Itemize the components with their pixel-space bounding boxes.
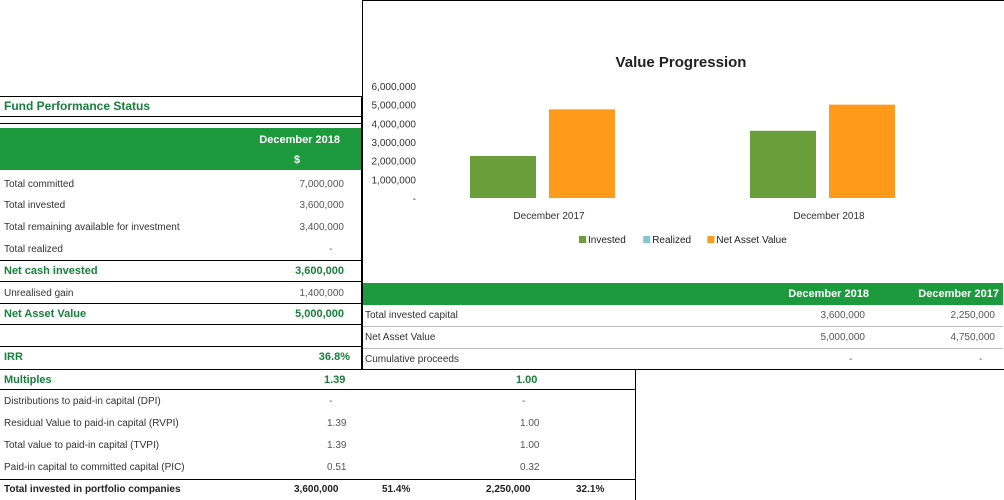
y-tick-label: 1,000,000 xyxy=(372,175,417,186)
x-axis: December 2017 December 2018 xyxy=(513,211,865,222)
rvpi-label: Residual Value to paid-in capital (RVPI) xyxy=(4,418,179,429)
y-tick-label: 6,000,000 xyxy=(372,82,417,93)
row-value-total-committed: 7,000,000 xyxy=(299,179,345,190)
y-tick-label: 5,000,000 xyxy=(372,101,417,112)
capital-row-divider-2 xyxy=(363,348,1003,349)
header-top-border xyxy=(0,123,362,124)
y-tick-label: - xyxy=(413,194,416,205)
legend-swatch xyxy=(707,236,715,243)
nav-label: Net Asset Value xyxy=(4,308,87,320)
pic-label: Paid-in capital to committed capital (PI… xyxy=(4,462,185,473)
pic-v1: 0.51 xyxy=(327,462,347,473)
multiples-header-border xyxy=(0,389,636,390)
legend: Invested Realized Net Asset Value xyxy=(579,235,787,246)
tvpi-label: Total value to paid-in capital (TVPI) xyxy=(4,440,160,451)
multiples-col2: 1.00 xyxy=(516,374,538,386)
footer-label: Total invested in portfolio companies xyxy=(4,484,181,495)
footer-top-border xyxy=(0,479,636,480)
bar-net-asset-value xyxy=(549,109,615,198)
bar-net-asset-value xyxy=(829,104,895,198)
y-tick-label: 2,000,000 xyxy=(372,157,417,168)
bar-invested xyxy=(470,156,536,198)
fund-performance-table: Fund Performance Status December 2018 $ … xyxy=(0,96,362,370)
multiples-col1: 1.39 xyxy=(324,374,346,386)
multiples-table: Multiples 1.39 1.00 Distributions to pai… xyxy=(0,369,636,500)
net-cash-value: 3,600,000 xyxy=(295,265,344,277)
title-bottom-border xyxy=(0,116,362,117)
row-value-total-realized: - xyxy=(329,244,333,255)
nav-bottom-border xyxy=(0,324,362,325)
title-top-border xyxy=(0,96,362,97)
x-tick-label: December 2018 xyxy=(793,211,865,222)
irr-value: 36.8% xyxy=(318,351,350,363)
footer-p1: 51.4% xyxy=(382,484,411,495)
multiples-top-border xyxy=(0,369,636,370)
table-title: Fund Performance Status xyxy=(4,99,151,113)
x-tick-label: December 2017 xyxy=(513,211,585,222)
capital-row-nav-v1: 5,000,000 xyxy=(820,332,866,343)
footer-v2: 2,250,000 xyxy=(486,484,531,495)
row-label-total-committed: Total committed xyxy=(4,179,75,190)
capital-row-proceeds-v1: - xyxy=(849,354,853,365)
left-table-right-border xyxy=(361,96,362,370)
net-cash-top-border xyxy=(0,260,362,261)
legend-label: Realized xyxy=(652,235,691,246)
capital-row-nav-label: Net Asset Value xyxy=(365,332,436,343)
dpi-v1: - xyxy=(329,396,333,407)
capital-row-invested-v1: 3,600,000 xyxy=(820,310,866,321)
capital-row-invested-v2: 2,250,000 xyxy=(950,310,996,321)
y-axis: - 1,000,000 2,000,000 3,000,000 4,000,000 5,0… xyxy=(372,82,417,205)
legend-label: Net Asset Value xyxy=(716,235,787,246)
nav-value: 5,000,000 xyxy=(295,308,344,320)
row-value-total-remaining: 3,400,000 xyxy=(299,222,345,233)
capital-header-2017: December 2017 xyxy=(918,288,999,300)
capital-row-invested-label: Total invested capital xyxy=(365,310,458,321)
dpi-label: Distributions to paid-in capital (DPI) xyxy=(4,396,161,407)
bar-invested xyxy=(750,130,816,198)
y-tick-label: 4,000,000 xyxy=(372,119,417,130)
legend-swatch xyxy=(579,236,586,243)
net-cash-label: Net cash invested xyxy=(4,265,98,277)
nav-top-border xyxy=(0,303,362,304)
legend-swatch xyxy=(643,236,651,243)
irr-label: IRR xyxy=(4,351,23,363)
header-currency: $ xyxy=(294,154,301,166)
rvpi-v2: 1.00 xyxy=(520,418,540,429)
row-label-total-invested: Total invested xyxy=(4,200,66,211)
dpi-v2: - xyxy=(522,396,526,407)
unrealised-gain-label: Unrealised gain xyxy=(4,288,74,299)
capital-row-divider-1 xyxy=(363,326,1003,327)
irr-top-border xyxy=(0,346,362,347)
rvpi-v1: 1.39 xyxy=(327,418,347,429)
capital-row-proceeds-label: Cumulative proceeds xyxy=(365,354,459,365)
capital-row-nav-v2: 4,750,000 xyxy=(950,332,996,343)
capital-row-proceeds-v2: - xyxy=(979,354,983,365)
footer-v1: 3,600,000 xyxy=(294,484,339,495)
multiples-label: Multiples xyxy=(4,374,52,386)
net-cash-bottom-border xyxy=(0,281,362,282)
capital-table-header xyxy=(363,283,1003,305)
value-progression-chart: Value Progression - 1,000,000 2,000,000 3,0… xyxy=(372,54,895,246)
tvpi-v2: 1.00 xyxy=(520,440,540,451)
bars xyxy=(470,104,895,198)
multiples-right-border xyxy=(635,369,636,500)
capital-header-2018: December 2018 xyxy=(788,288,869,300)
footer-p2: 32.1% xyxy=(576,484,605,495)
row-value-total-invested: 3,600,000 xyxy=(299,200,345,211)
header-period: December 2018 xyxy=(259,134,340,146)
y-tick-label: 3,000,000 xyxy=(372,138,417,149)
chart-panel: Value Progression - 1,000,000 2,000,000 3,0… xyxy=(362,0,1004,370)
table-header xyxy=(0,128,362,170)
legend-label: Invested xyxy=(588,235,626,246)
row-label-total-remaining: Total remaining available for investment xyxy=(4,222,180,233)
tvpi-v1: 1.39 xyxy=(327,440,347,451)
chart-title: Value Progression xyxy=(616,54,747,71)
pic-v2: 0.32 xyxy=(520,462,540,473)
unrealised-gain-value: 1,400,000 xyxy=(299,288,345,299)
row-label-total-realized: Total realized xyxy=(4,244,63,255)
